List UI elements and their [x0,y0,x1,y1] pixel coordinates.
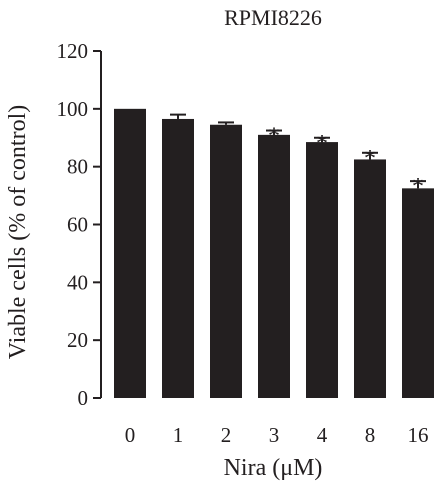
bar [210,124,242,399]
y-tick-label: 40 [67,270,88,294]
x-tick-label: 4 [317,423,328,447]
y-axis-label: Viable cells (% of control) [5,105,31,359]
chart-title: RPMI8226 [224,5,322,30]
y-tick-label: 60 [67,213,88,237]
y-tick-label: 80 [67,155,88,179]
x-tick-label: 3 [269,423,280,447]
bar [402,188,434,398]
significance-marker: * [316,131,328,157]
y-tick-label: 100 [57,97,89,121]
x-tick-label: 2 [221,423,232,447]
x-tick-label: 0 [125,423,136,447]
significance-marker: * [364,146,376,172]
y-tick-label: 0 [78,386,89,410]
bar [258,134,290,398]
y-tick-label: 120 [57,39,89,63]
plot-area: 0 20 40 60 80 100 120 0 1 2 3 * 4 * 8 * 16 * [57,39,434,447]
bar [162,118,194,399]
y-tick-label: 20 [67,328,88,352]
significance-marker: * [268,124,280,150]
x-tick-label: 16 [408,423,429,447]
bar [354,159,386,398]
bar [306,142,338,398]
x-tick-label: 8 [365,423,376,447]
bar [114,108,146,398]
x-tick-label: 1 [173,423,184,447]
significance-marker: * [412,174,424,200]
x-axis-label: Nira (μM) [224,455,323,481]
